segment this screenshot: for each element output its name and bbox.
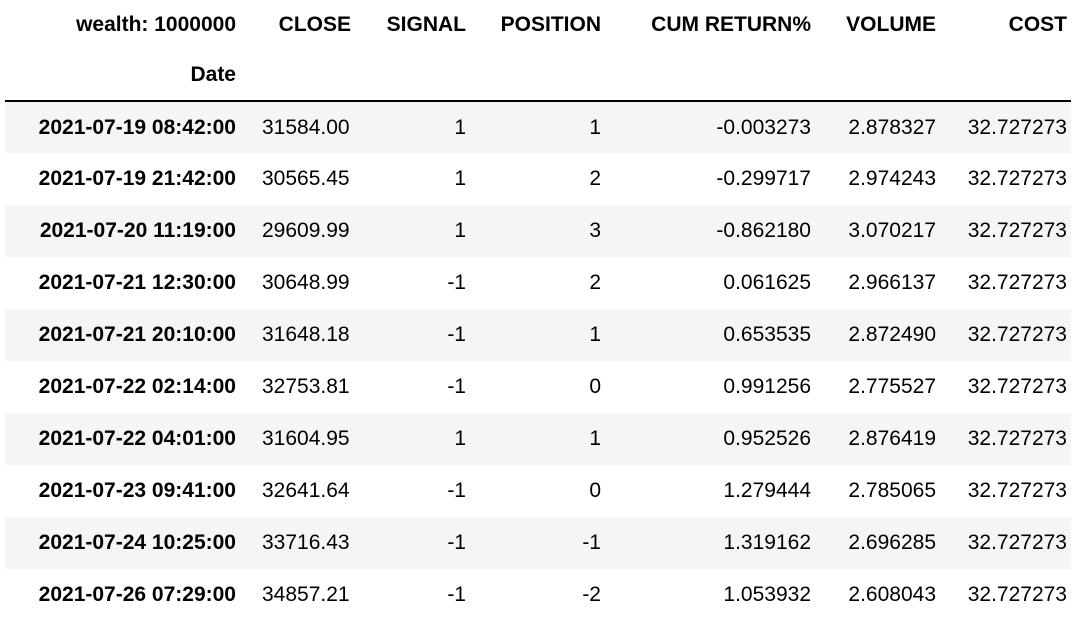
empty-header-cell [240,50,355,102]
cell-signal: -1 [447,583,466,606]
cell-close: 30648.99 [262,271,350,294]
cell-cum-return: 0.653535 [723,323,811,346]
cell-close: 31648.18 [262,323,350,346]
table-header: wealth: 1000000 CLOSE SIGNAL POSITION CU… [5,0,1071,102]
cell-position: 1 [589,115,601,139]
row-index-date: 2021-07-20 11:19:00 [39,219,236,242]
cell-signal: 1 [454,427,466,450]
cell-cum-return: 0.061625 [723,271,811,294]
cell-signal: -1 [447,479,466,502]
cell-cost: 32.727273 [967,167,1067,190]
cell-cum-return: 0.991256 [723,375,811,398]
cell-cost: 32.727273 [967,531,1067,554]
cell-close: 32753.81 [262,375,350,398]
column-header-close: CLOSE [278,13,351,36]
empty-header-cell [470,50,605,102]
cell-position: -1 [582,531,601,554]
cell-position: -2 [582,583,601,606]
index-name-row: Date [5,50,1071,102]
cell-signal: -1 [447,271,466,294]
cell-cost: 32.727273 [967,583,1067,606]
cell-close: 31584.00 [262,115,350,139]
empty-header-cell [940,50,1071,102]
column-header-signal: SIGNAL [386,13,466,36]
table-row: 2021-07-22 04:01:00 31604.95 1 1 0.952526 2.8… [5,413,1071,465]
row-index-date: 2021-07-21 12:30:00 [38,271,236,294]
table-row: 2021-07-19 08:42:00 31584.00 1 1 -0.003273 2.… [5,101,1071,153]
cell-cost: 32.727273 [967,115,1067,139]
table-row: 2021-07-21 20:10:00 31648.18 -1 1 0.653535 2.… [5,309,1071,361]
cell-cum-return: 1.279444 [723,479,811,502]
cell-cost: 32.727273 [967,323,1067,346]
cell-signal: 1 [454,115,466,139]
empty-header-cell [355,50,470,102]
cell-cost: 32.727273 [967,375,1067,398]
cell-volume: 3.070217 [848,219,936,242]
cell-signal: -1 [447,375,466,398]
cell-position: 2 [589,271,601,294]
table-row: 2021-07-22 02:14:00 32753.81 -1 0 0.991256 2.… [5,361,1071,413]
cell-close: 32641.64 [262,479,350,502]
table-row: 2021-07-20 11:19:00 29609.99 1 3 -0.862180 3.… [5,205,1071,257]
cell-volume: 2.696285 [848,531,936,554]
cell-signal: 1 [454,219,466,242]
cell-close: 29609.99 [262,219,350,242]
row-index-date: 2021-07-19 21:42:00 [38,167,236,190]
cell-volume: 2.966137 [848,271,936,294]
row-index-date: 2021-07-26 07:29:00 [38,583,236,606]
cell-cost: 32.727273 [967,479,1067,502]
row-index-date: 2021-07-19 08:42:00 [38,115,236,139]
cell-cum-return: -0.299717 [716,167,811,190]
row-index-date: 2021-07-24 10:25:00 [38,531,236,554]
table-body: 2021-07-19 08:42:00 31584.00 1 1 -0.003273 2.… [5,101,1071,621]
cell-close: 33716.43 [262,531,350,554]
cell-cost: 32.727273 [967,271,1067,294]
cell-cum-return: 1.053932 [723,583,811,606]
table-row: 2021-07-26 07:29:00 34857.21 -1 -2 1.053932 2… [5,569,1071,621]
corner-label: wealth: 1000000 [76,13,236,36]
cell-close: 30565.45 [262,167,350,190]
cell-volume: 2.878327 [848,115,936,139]
cell-volume: 2.974243 [848,167,936,190]
row-index-date: 2021-07-22 04:01:00 [38,427,236,450]
cell-volume: 2.876419 [848,427,936,450]
cell-position: 0 [589,479,601,502]
dataframe-table: wealth: 1000000 CLOSE SIGNAL POSITION CU… [5,0,1071,621]
cell-volume: 2.785065 [848,479,936,502]
cell-position: 0 [589,375,601,398]
cell-signal: -1 [447,323,466,346]
table-row: 2021-07-24 10:25:00 33716.43 -1 -1 1.319162 2… [5,517,1071,569]
cell-cum-return: 0.952526 [723,427,811,450]
cell-volume: 2.872490 [848,323,936,346]
cell-volume: 2.608043 [848,583,936,606]
cell-cum-return: -0.003273 [716,115,811,139]
cell-position: 1 [589,427,601,450]
empty-header-cell [605,50,815,102]
empty-header-cell [815,50,940,102]
column-header-position: POSITION [500,13,601,36]
table-row: 2021-07-21 12:30:00 30648.99 -1 2 0.061625 2.… [5,257,1071,309]
cell-position: 2 [589,167,601,190]
column-header-volume: VOLUME [846,13,936,36]
cell-cum-return: -0.862180 [716,219,811,242]
row-index-date: 2021-07-21 20:10:00 [38,323,236,346]
row-index-date: 2021-07-22 02:14:00 [38,375,236,398]
row-index-date: 2021-07-23 09:41:00 [38,479,236,502]
cell-cost: 32.727273 [967,427,1067,450]
cell-position: 3 [589,219,601,242]
cell-cost: 32.727273 [967,219,1067,242]
table-row: 2021-07-23 09:41:00 32641.64 -1 0 1.279444 2.… [5,465,1071,517]
cell-volume: 2.775527 [848,375,936,398]
cell-signal: 1 [454,167,466,190]
column-header-cum-return: CUM RETURN% [651,13,811,36]
table-row: 2021-07-19 21:42:00 30565.45 1 2 -0.299717 2.… [5,153,1071,205]
cell-signal: -1 [447,531,466,554]
cell-position: 1 [589,323,601,346]
cell-close: 31604.95 [262,427,350,450]
cell-close: 34857.21 [262,583,350,606]
index-name: Date [5,50,240,102]
column-header-cost: COST [1008,13,1067,36]
cell-cum-return: 1.319162 [723,531,811,554]
column-header-row: wealth: 1000000 CLOSE SIGNAL POSITION CU… [5,0,1071,50]
